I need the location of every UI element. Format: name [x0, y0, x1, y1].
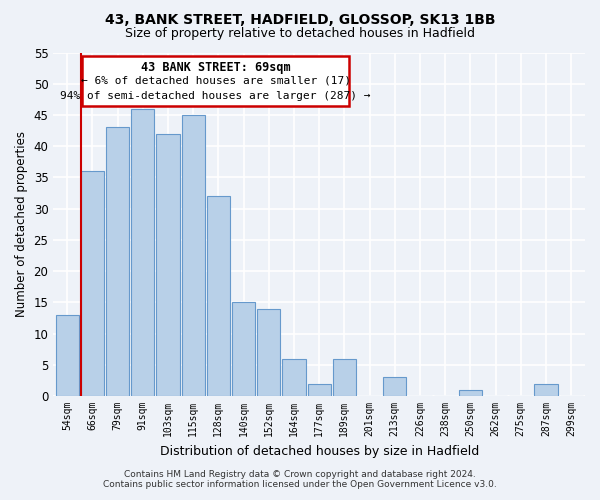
- Text: 43 BANK STREET: 69sqm: 43 BANK STREET: 69sqm: [141, 60, 290, 74]
- Text: Size of property relative to detached houses in Hadfield: Size of property relative to detached ho…: [125, 28, 475, 40]
- Bar: [232, 302, 255, 396]
- Bar: [131, 108, 154, 396]
- Text: Contains HM Land Registry data © Crown copyright and database right 2024.
Contai: Contains HM Land Registry data © Crown c…: [103, 470, 497, 489]
- Text: 94% of semi-detached houses are larger (287) →: 94% of semi-detached houses are larger (…: [61, 91, 371, 101]
- Bar: [257, 308, 280, 396]
- Y-axis label: Number of detached properties: Number of detached properties: [15, 132, 28, 318]
- Bar: [207, 196, 230, 396]
- Bar: [283, 358, 305, 396]
- X-axis label: Distribution of detached houses by size in Hadfield: Distribution of detached houses by size …: [160, 444, 479, 458]
- Bar: [157, 134, 179, 396]
- Bar: [333, 358, 356, 396]
- Text: ← 6% of detached houses are smaller (17): ← 6% of detached houses are smaller (17): [81, 76, 351, 86]
- Bar: [308, 384, 331, 396]
- Bar: [56, 315, 79, 396]
- Bar: [182, 115, 205, 396]
- Bar: [383, 378, 406, 396]
- Bar: [535, 384, 557, 396]
- Text: 43, BANK STREET, HADFIELD, GLOSSOP, SK13 1BB: 43, BANK STREET, HADFIELD, GLOSSOP, SK13…: [105, 12, 495, 26]
- Bar: [459, 390, 482, 396]
- Bar: [81, 171, 104, 396]
- FancyBboxPatch shape: [82, 56, 349, 106]
- Bar: [106, 128, 129, 396]
